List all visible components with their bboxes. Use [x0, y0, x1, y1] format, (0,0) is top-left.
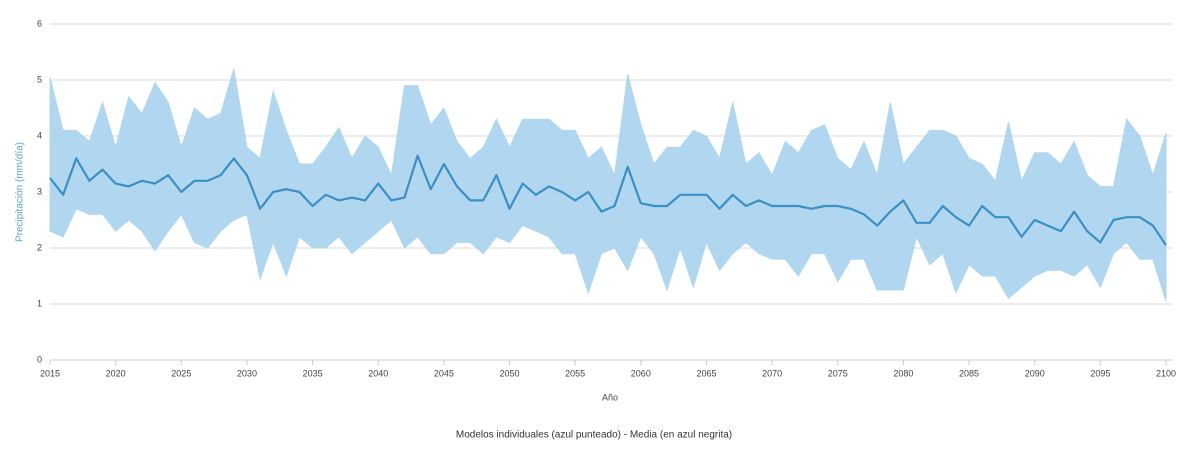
y-axis-label: Precipitación (mm/día) — [15, 142, 26, 242]
y-tick-label: 3 — [37, 186, 42, 196]
x-tick-label: 2090 — [1025, 368, 1045, 378]
x-tick-label: 2100 — [1156, 368, 1176, 378]
x-tick-label: 2060 — [631, 368, 651, 378]
y-tick-label: 6 — [37, 18, 42, 28]
x-tick-label: 2040 — [368, 368, 388, 378]
x-axis-label: Año — [602, 392, 618, 402]
x-tick-label: 2025 — [171, 368, 191, 378]
x-tick-label: 2070 — [762, 368, 782, 378]
y-tick-label: 1 — [37, 298, 42, 308]
x-tick-label: 2085 — [959, 368, 979, 378]
x-tick-label: 2095 — [1090, 368, 1110, 378]
band-area — [49, 68, 1167, 302]
x-tick-label: 2050 — [500, 368, 520, 378]
caption: Modelos individuales (azul punteado) - M… — [456, 430, 732, 441]
x-tick-label: 2020 — [106, 368, 126, 378]
x-tick-label: 2045 — [434, 368, 454, 378]
x-tick-label: 2030 — [237, 368, 257, 378]
y-tick-label: 5 — [37, 74, 42, 84]
y-tick-label: 2 — [37, 242, 42, 252]
y-tick-label: 4 — [37, 130, 42, 140]
x-tick-label: 2035 — [303, 368, 323, 378]
x-tick-label: 2065 — [696, 368, 716, 378]
mean-line — [49, 154, 1167, 246]
x-tick-label: 2075 — [828, 368, 848, 378]
y-tick-label: 0 — [37, 354, 42, 364]
x-tick-label: 2015 — [40, 368, 60, 378]
x-tick-label: 2080 — [893, 368, 913, 378]
x-tick-label: 2055 — [565, 368, 585, 378]
